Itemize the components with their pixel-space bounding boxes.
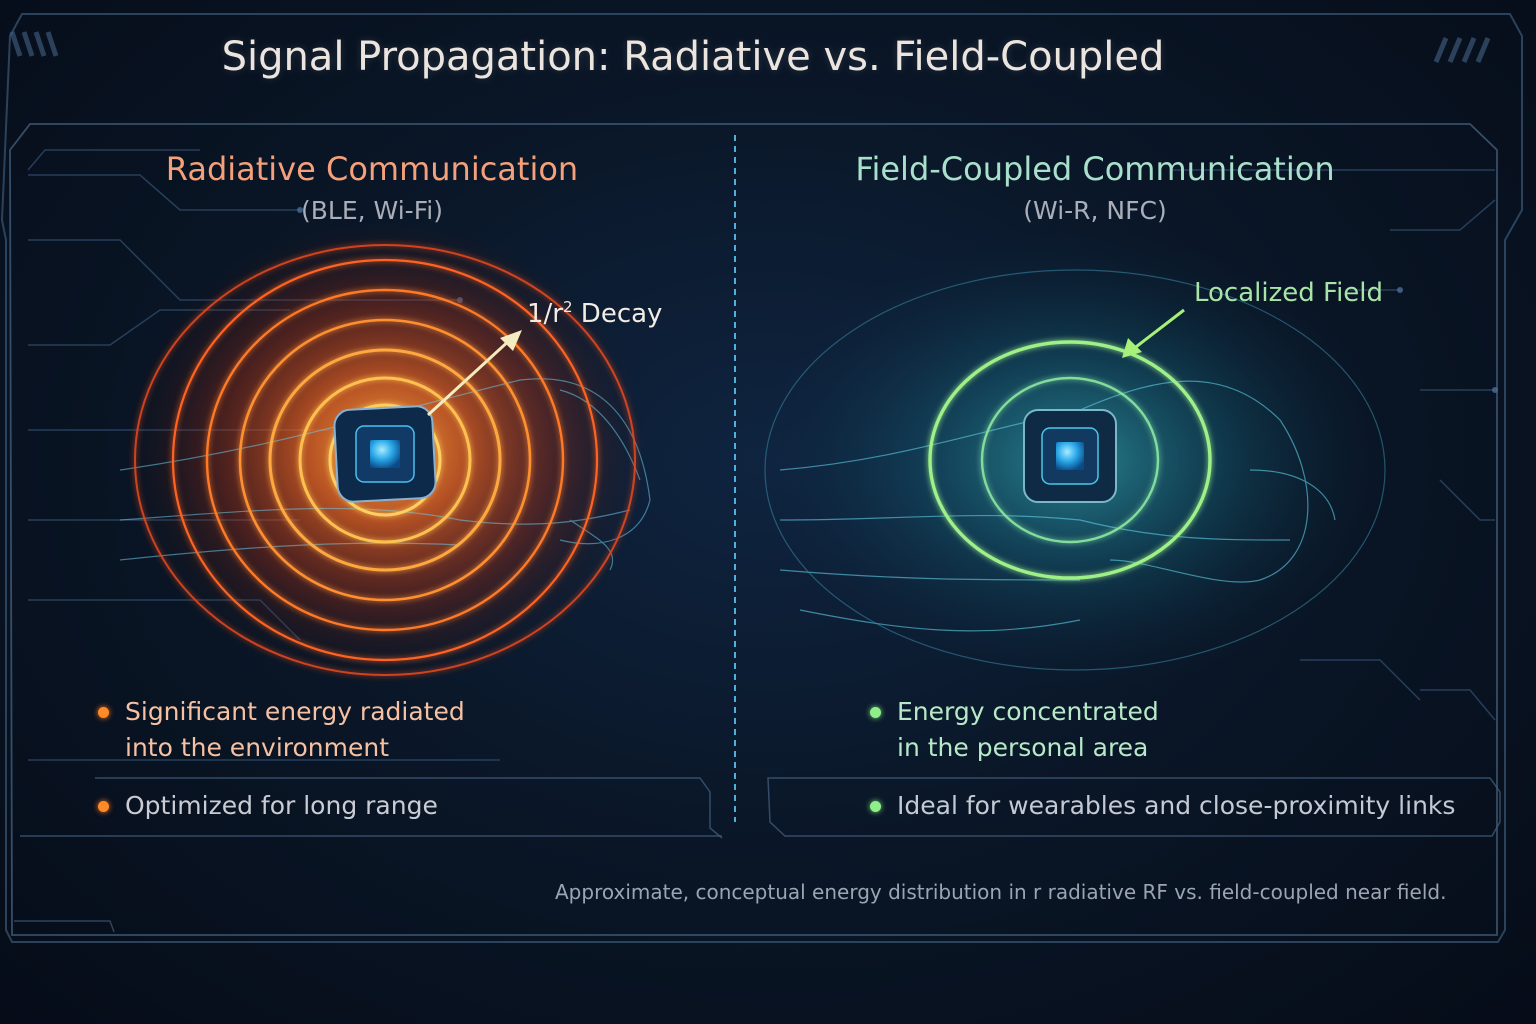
bullet-line: Significant energy radiated — [125, 697, 465, 726]
field-coupled-bullet-2: Ideal for wearables and close-proximity … — [870, 788, 1455, 824]
radiative-panel-subtitle: (BLE, Wi-Fi) — [301, 196, 443, 225]
bullet-text: Significant energy radiated into the env… — [125, 694, 465, 766]
bullet-dot-icon — [870, 707, 881, 718]
field-coupled-bullet-1: Energy concentrated in the personal area — [870, 694, 1159, 766]
right-chip — [1023, 409, 1117, 503]
localized-field-annotation: Localized Field — [1194, 278, 1384, 308]
field-coupled-panel-title: Field-Coupled Communication — [855, 150, 1335, 188]
decay-annotation-label: Decay — [572, 299, 663, 329]
bullet-text: Optimized for long range — [125, 791, 438, 820]
bullet-text: Ideal for wearables and close-proximity … — [897, 791, 1456, 820]
footnote: Approximate, conceptual energy distribut… — [555, 880, 1447, 904]
decay-annotation-exponent: 2 — [563, 298, 573, 316]
radiative-bullet-2: Optimized for long range — [98, 788, 438, 824]
bullet-line: Energy concentrated — [897, 697, 1159, 726]
decay-annotation: 1/r2 Decay — [527, 298, 662, 329]
bullet-line: in the personal area — [897, 733, 1149, 762]
bullet-dot-icon — [98, 801, 109, 812]
page-title: Signal Propagation: Radiative vs. Field-… — [221, 34, 1165, 80]
radiative-panel-title: Radiative Communication — [165, 150, 579, 188]
radiative-bullet-1: Significant energy radiated into the env… — [98, 694, 465, 766]
arrow-up-right-icon — [426, 330, 522, 417]
bullet-dot-icon — [98, 707, 109, 718]
field-coupled-panel-subtitle: (Wi-R, NFC) — [1023, 196, 1167, 225]
decay-annotation-base: 1/r — [527, 299, 563, 329]
bullet-dot-icon — [870, 801, 881, 812]
arrow-down-left-icon — [1122, 308, 1185, 358]
left-chip — [333, 405, 437, 503]
bullet-line: into the environment — [125, 733, 390, 762]
bullet-text: Energy concentrated in the personal area — [897, 694, 1159, 766]
